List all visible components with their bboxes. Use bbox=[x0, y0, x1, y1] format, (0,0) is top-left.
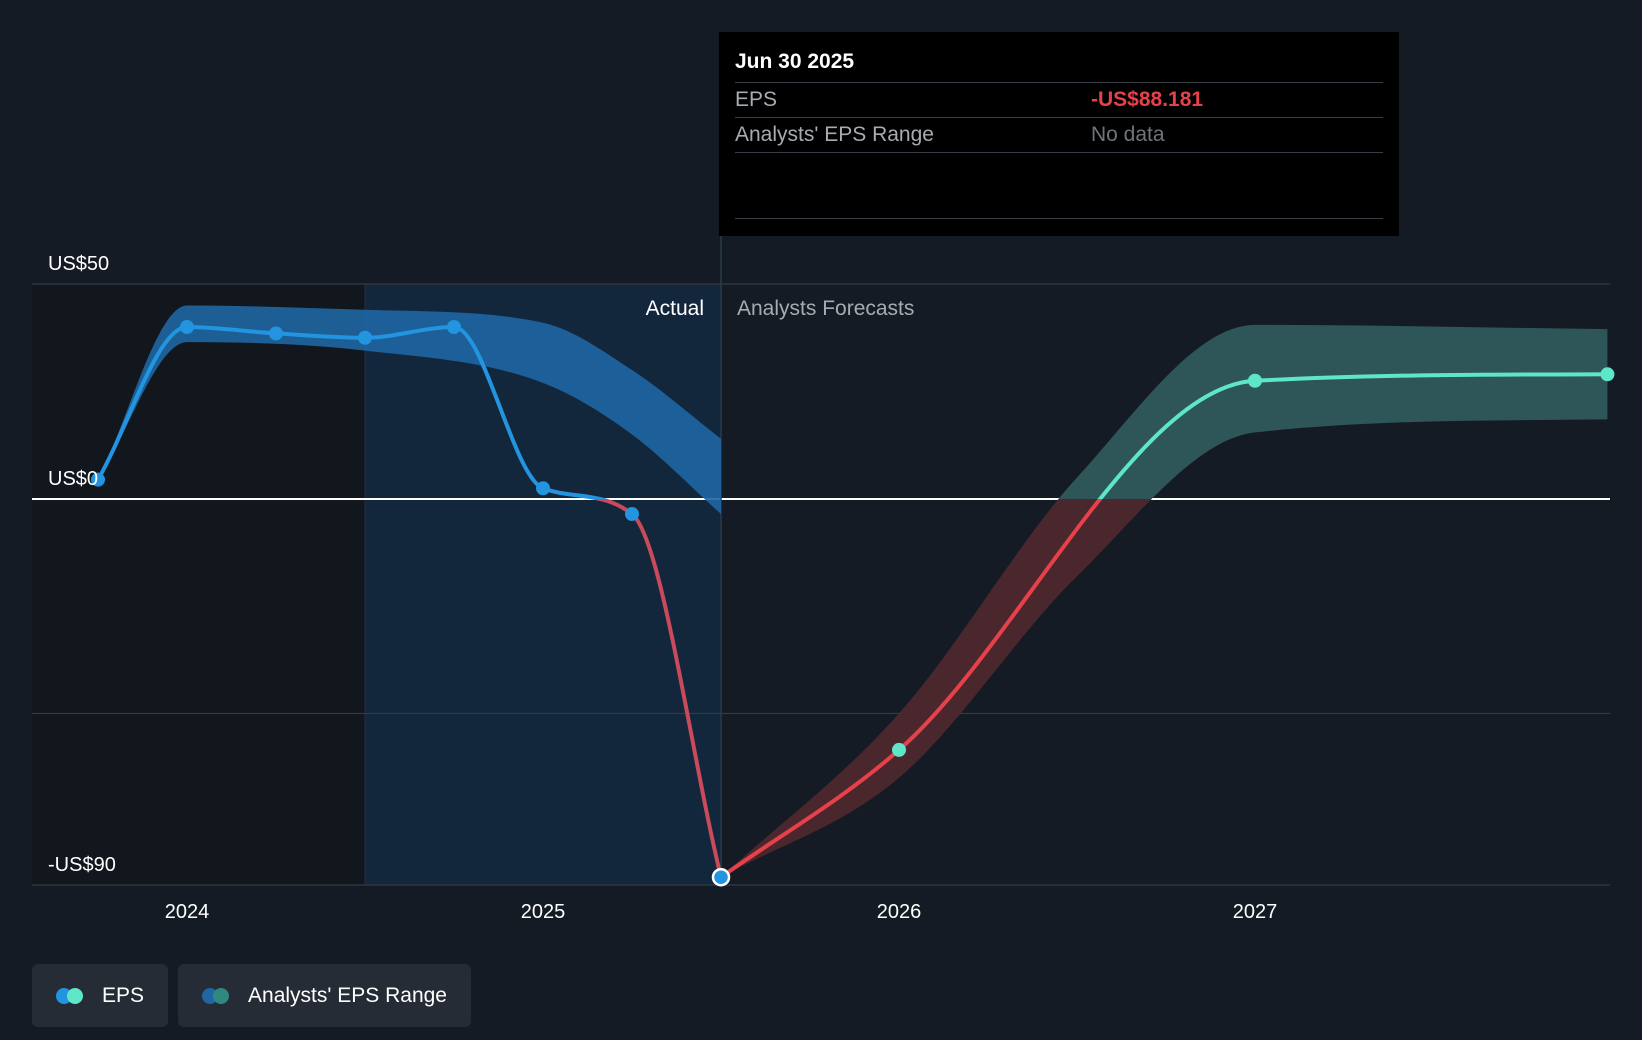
legend-eps-icon bbox=[56, 987, 88, 1004]
forecast-section-label: Analysts Forecasts bbox=[737, 297, 914, 320]
eps-point-actual bbox=[91, 472, 105, 487]
x-tick-label: 2027 bbox=[1233, 901, 1278, 923]
eps-line-forecast-positive bbox=[1097, 372, 1610, 499]
eps-range-band-actual bbox=[98, 305, 721, 514]
tooltip-divider bbox=[735, 218, 1383, 219]
legend: EPS Analysts' EPS Range bbox=[32, 964, 471, 1027]
eps-point-actual bbox=[536, 481, 550, 496]
eps-point-actual bbox=[447, 320, 461, 334]
past-region-shade bbox=[32, 284, 365, 885]
eps-point-forecast bbox=[1248, 373, 1262, 388]
tooltip-range-value: No data bbox=[1091, 123, 1165, 146]
tooltip: Jun 30 2025 EPS -US$88.181 Analysts' EPS… bbox=[719, 32, 1399, 236]
eps-line-forecast-negative bbox=[719, 499, 1103, 880]
tooltip-range-label: Analysts' EPS Range bbox=[735, 123, 934, 146]
legend-range-icon bbox=[202, 987, 234, 1004]
y-tick-label: -US$90 bbox=[48, 854, 116, 876]
eps-point-actual bbox=[625, 507, 639, 522]
tooltip-row-range: Analysts' EPS Range No data bbox=[735, 118, 1383, 153]
x-tick-label: 2024 bbox=[165, 901, 210, 923]
tooltip-eps-value: -US$88.181 bbox=[1091, 88, 1204, 111]
y-tick-label: US$0 bbox=[48, 468, 98, 490]
eps-point-actual bbox=[269, 326, 283, 341]
y-tick-label: US$50 bbox=[48, 253, 109, 275]
tooltip-eps-label: EPS bbox=[735, 88, 778, 111]
eps-point-actual bbox=[180, 320, 194, 334]
eps-point-selected bbox=[711, 867, 731, 887]
eps-point-forecast bbox=[892, 742, 906, 757]
tooltip-date: Jun 30 2025 bbox=[735, 46, 1383, 83]
legend-item-range[interactable]: Analysts' EPS Range bbox=[178, 964, 471, 1027]
eps-range-band-forecast-negative bbox=[721, 499, 1152, 878]
eps-range-band-forecast-positive bbox=[1058, 324, 1608, 499]
x-tick-label: 2026 bbox=[877, 901, 922, 923]
eps-point-actual bbox=[358, 330, 372, 345]
eps-line-actual-negative bbox=[589, 499, 723, 880]
legend-range-label: Analysts' EPS Range bbox=[248, 983, 447, 1007]
tooltip-row-eps: EPS -US$88.181 bbox=[735, 83, 1383, 118]
legend-item-eps[interactable]: EPS bbox=[32, 964, 169, 1027]
x-tick-label: 2025 bbox=[521, 901, 566, 923]
eps-point-forecast bbox=[1600, 367, 1615, 382]
actual-section-label: Actual bbox=[646, 297, 704, 320]
legend-eps-label: EPS bbox=[102, 983, 145, 1007]
